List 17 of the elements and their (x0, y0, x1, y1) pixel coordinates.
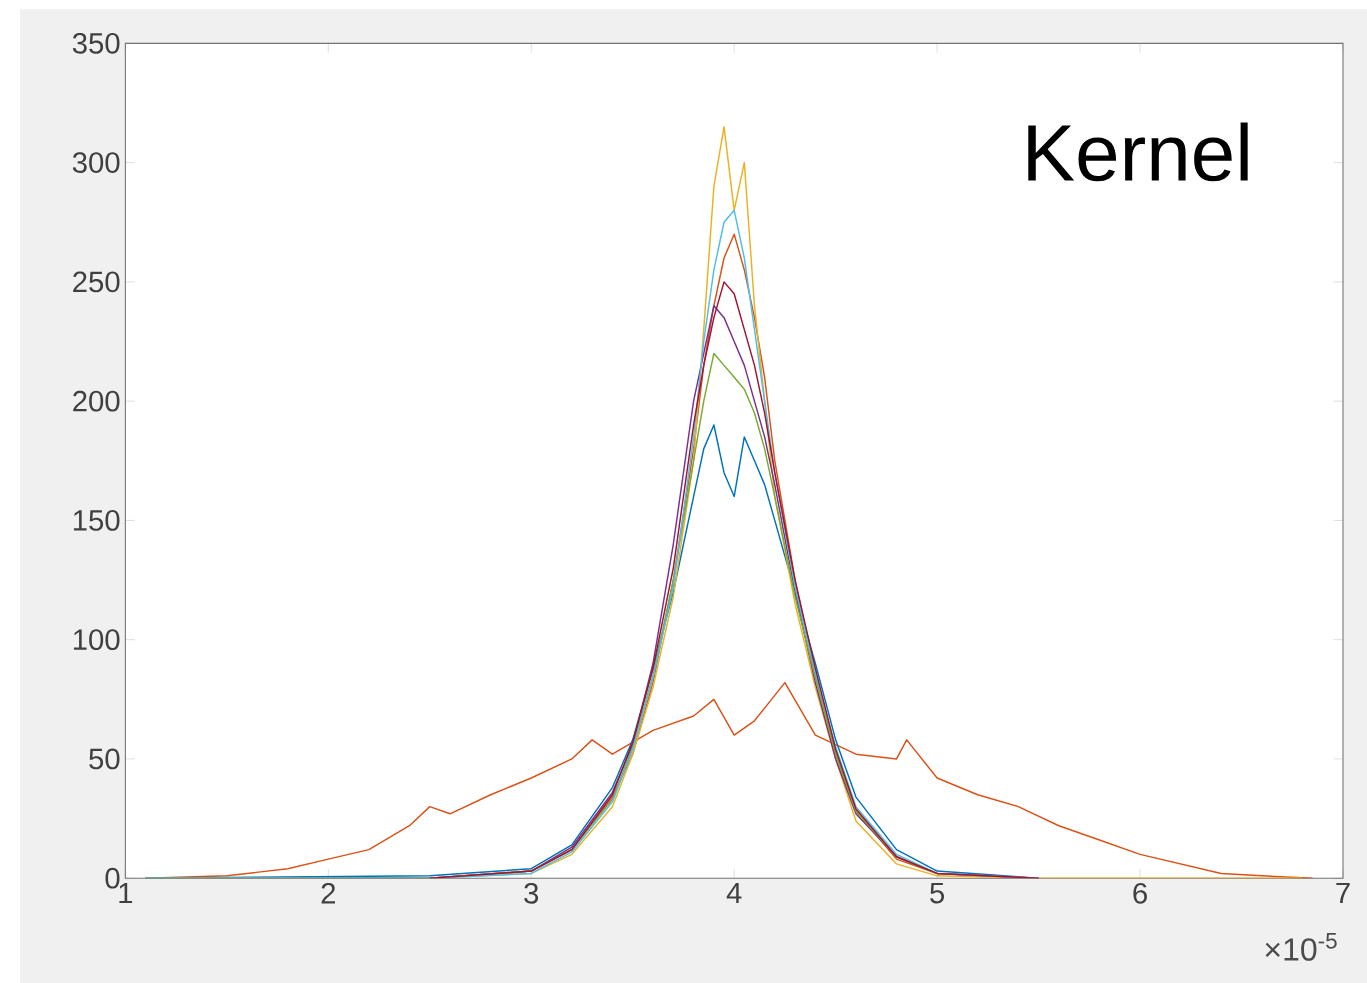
x-tick-label: 3 (524, 882, 539, 904)
x-tick-label: 1 (119, 882, 133, 904)
y-tick-label: 100 (73, 629, 120, 651)
x-tick-label: 7 (1336, 882, 1350, 904)
x-tick-label: 2 (321, 882, 335, 904)
y-tick-label: 200 (73, 390, 120, 412)
annotation: Kernel (1028, 122, 1248, 182)
y-tick-label: 250 (73, 271, 120, 293)
text: ×10$^{-5}$ (1265, 933, 1337, 961)
y-tick-label: 300 (72, 152, 120, 174)
y-tick-label: 350 (72, 32, 120, 54)
x-tick-label: 5 (930, 882, 945, 904)
x-tick-label: 6 (1133, 882, 1147, 904)
y-tick-label: 50 (89, 748, 120, 770)
y-tick-label: 0 (105, 867, 120, 889)
y-tick-label: 150 (73, 510, 120, 531)
x-tick-label: 4 (726, 882, 742, 904)
